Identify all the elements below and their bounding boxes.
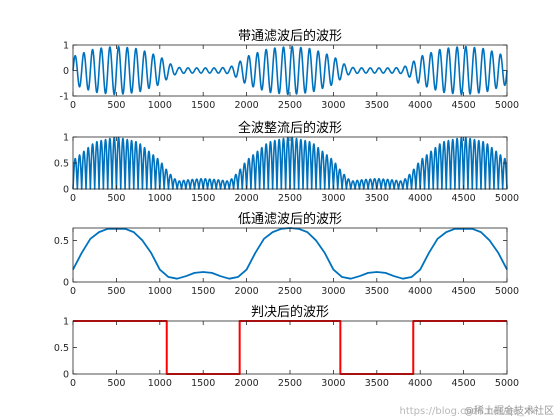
panel-4: 0 500 1000 1500 2000 2500 3000 3500 4000 4500 5000… — [54, 304, 519, 389]
y-tick-label: 1 — [63, 41, 69, 52]
x-tick-label: 2500 — [278, 378, 302, 389]
chart-title: 判决后的波形 — [251, 304, 329, 320]
x-tick-label: 5000 — [495, 378, 519, 389]
plot-area — [73, 321, 507, 374]
chart-title: 全波整流后的波形 — [238, 120, 342, 136]
x-tick-label: 0 — [70, 100, 76, 111]
y-tick-label: 0 — [63, 66, 69, 77]
x-tick-label: 0 — [70, 378, 76, 389]
chart-title: 带通滤波后的波形 — [238, 28, 342, 44]
x-tick-label: 3500 — [365, 378, 389, 389]
x-tick-label: 2500 — [278, 100, 302, 111]
y-tick-label: 0.5 — [54, 343, 69, 354]
y-tick-label: 1 — [63, 133, 69, 144]
x-tick-label: 1500 — [191, 286, 215, 297]
x-tick-label: 3000 — [321, 100, 345, 111]
y-tick-label: 0.5 — [54, 159, 69, 170]
x-tick-label: 4500 — [452, 378, 476, 389]
x-tick-label: 4000 — [408, 286, 432, 297]
x-tick-label: 500 — [107, 378, 125, 389]
plot-area — [73, 228, 507, 282]
x-tick-label: 1000 — [148, 378, 172, 389]
x-tick-label: 2500 — [278, 193, 302, 204]
x-tick-label: 3500 — [365, 286, 389, 297]
x-tick-label: 1000 — [148, 286, 172, 297]
x-tick-label: 1500 — [191, 100, 215, 111]
x-tick-label: 0 — [70, 193, 76, 204]
x-tick-label: 5000 — [495, 100, 519, 111]
y-tick-label: 0 — [63, 278, 69, 289]
watermark-text: https://blog.csdn.net/qq_xx — [399, 406, 537, 417]
x-tick-label: 1000 — [148, 193, 172, 204]
panel-1: 0 500 1000 1500 2000 2500 3000 3500 4000 4500 5000… — [60, 28, 520, 111]
panel-2: 0 500 1000 1500 2000 2500 3000 3500 4000 4500 5000… — [54, 120, 519, 204]
x-tick-label: 500 — [107, 286, 125, 297]
panel-3: 0 500 1000 1500 2000 2500 3000 3500 4000 4500 5000… — [54, 211, 519, 297]
y-tick-label: 1 — [63, 317, 69, 328]
x-tick-label: 500 — [107, 193, 125, 204]
y-tick-label: 0 — [63, 185, 69, 196]
x-tick-label: 3500 — [365, 193, 389, 204]
x-tick-label: 5000 — [495, 193, 519, 204]
x-tick-label: 3000 — [321, 286, 345, 297]
chart-title: 低通滤波后的波形 — [238, 211, 342, 227]
x-tick-label: 2000 — [235, 378, 259, 389]
x-tick-label: 3000 — [321, 193, 345, 204]
x-tick-label: 1000 — [148, 100, 172, 111]
x-tick-label: 3500 — [365, 100, 389, 111]
x-tick-label: 4000 — [408, 378, 432, 389]
x-tick-label: 1500 — [191, 193, 215, 204]
x-tick-label: 4500 — [452, 193, 476, 204]
y-tick-label: 0.5 — [54, 236, 69, 247]
attribution-text: @稀土掘金技术社区 — [464, 406, 554, 417]
y-tick-label: 0 — [63, 370, 69, 381]
x-tick-label: 1500 — [191, 378, 215, 389]
x-tick-label: 2000 — [235, 100, 259, 111]
x-tick-label: 5000 — [495, 286, 519, 297]
x-tick-label: 4000 — [408, 193, 432, 204]
x-tick-label: 2000 — [235, 286, 259, 297]
series-line — [72, 45, 508, 96]
x-tick-label: 4500 — [452, 100, 476, 111]
y-tick-label: -1 — [60, 92, 69, 103]
x-tick-label: 2000 — [235, 193, 259, 204]
x-tick-label: 500 — [107, 100, 125, 111]
x-tick-label: 3000 — [321, 378, 345, 389]
x-tick-label: 0 — [70, 286, 76, 297]
x-tick-label: 4500 — [452, 286, 476, 297]
x-tick-label: 4000 — [408, 100, 432, 111]
x-tick-label: 2500 — [278, 286, 302, 297]
